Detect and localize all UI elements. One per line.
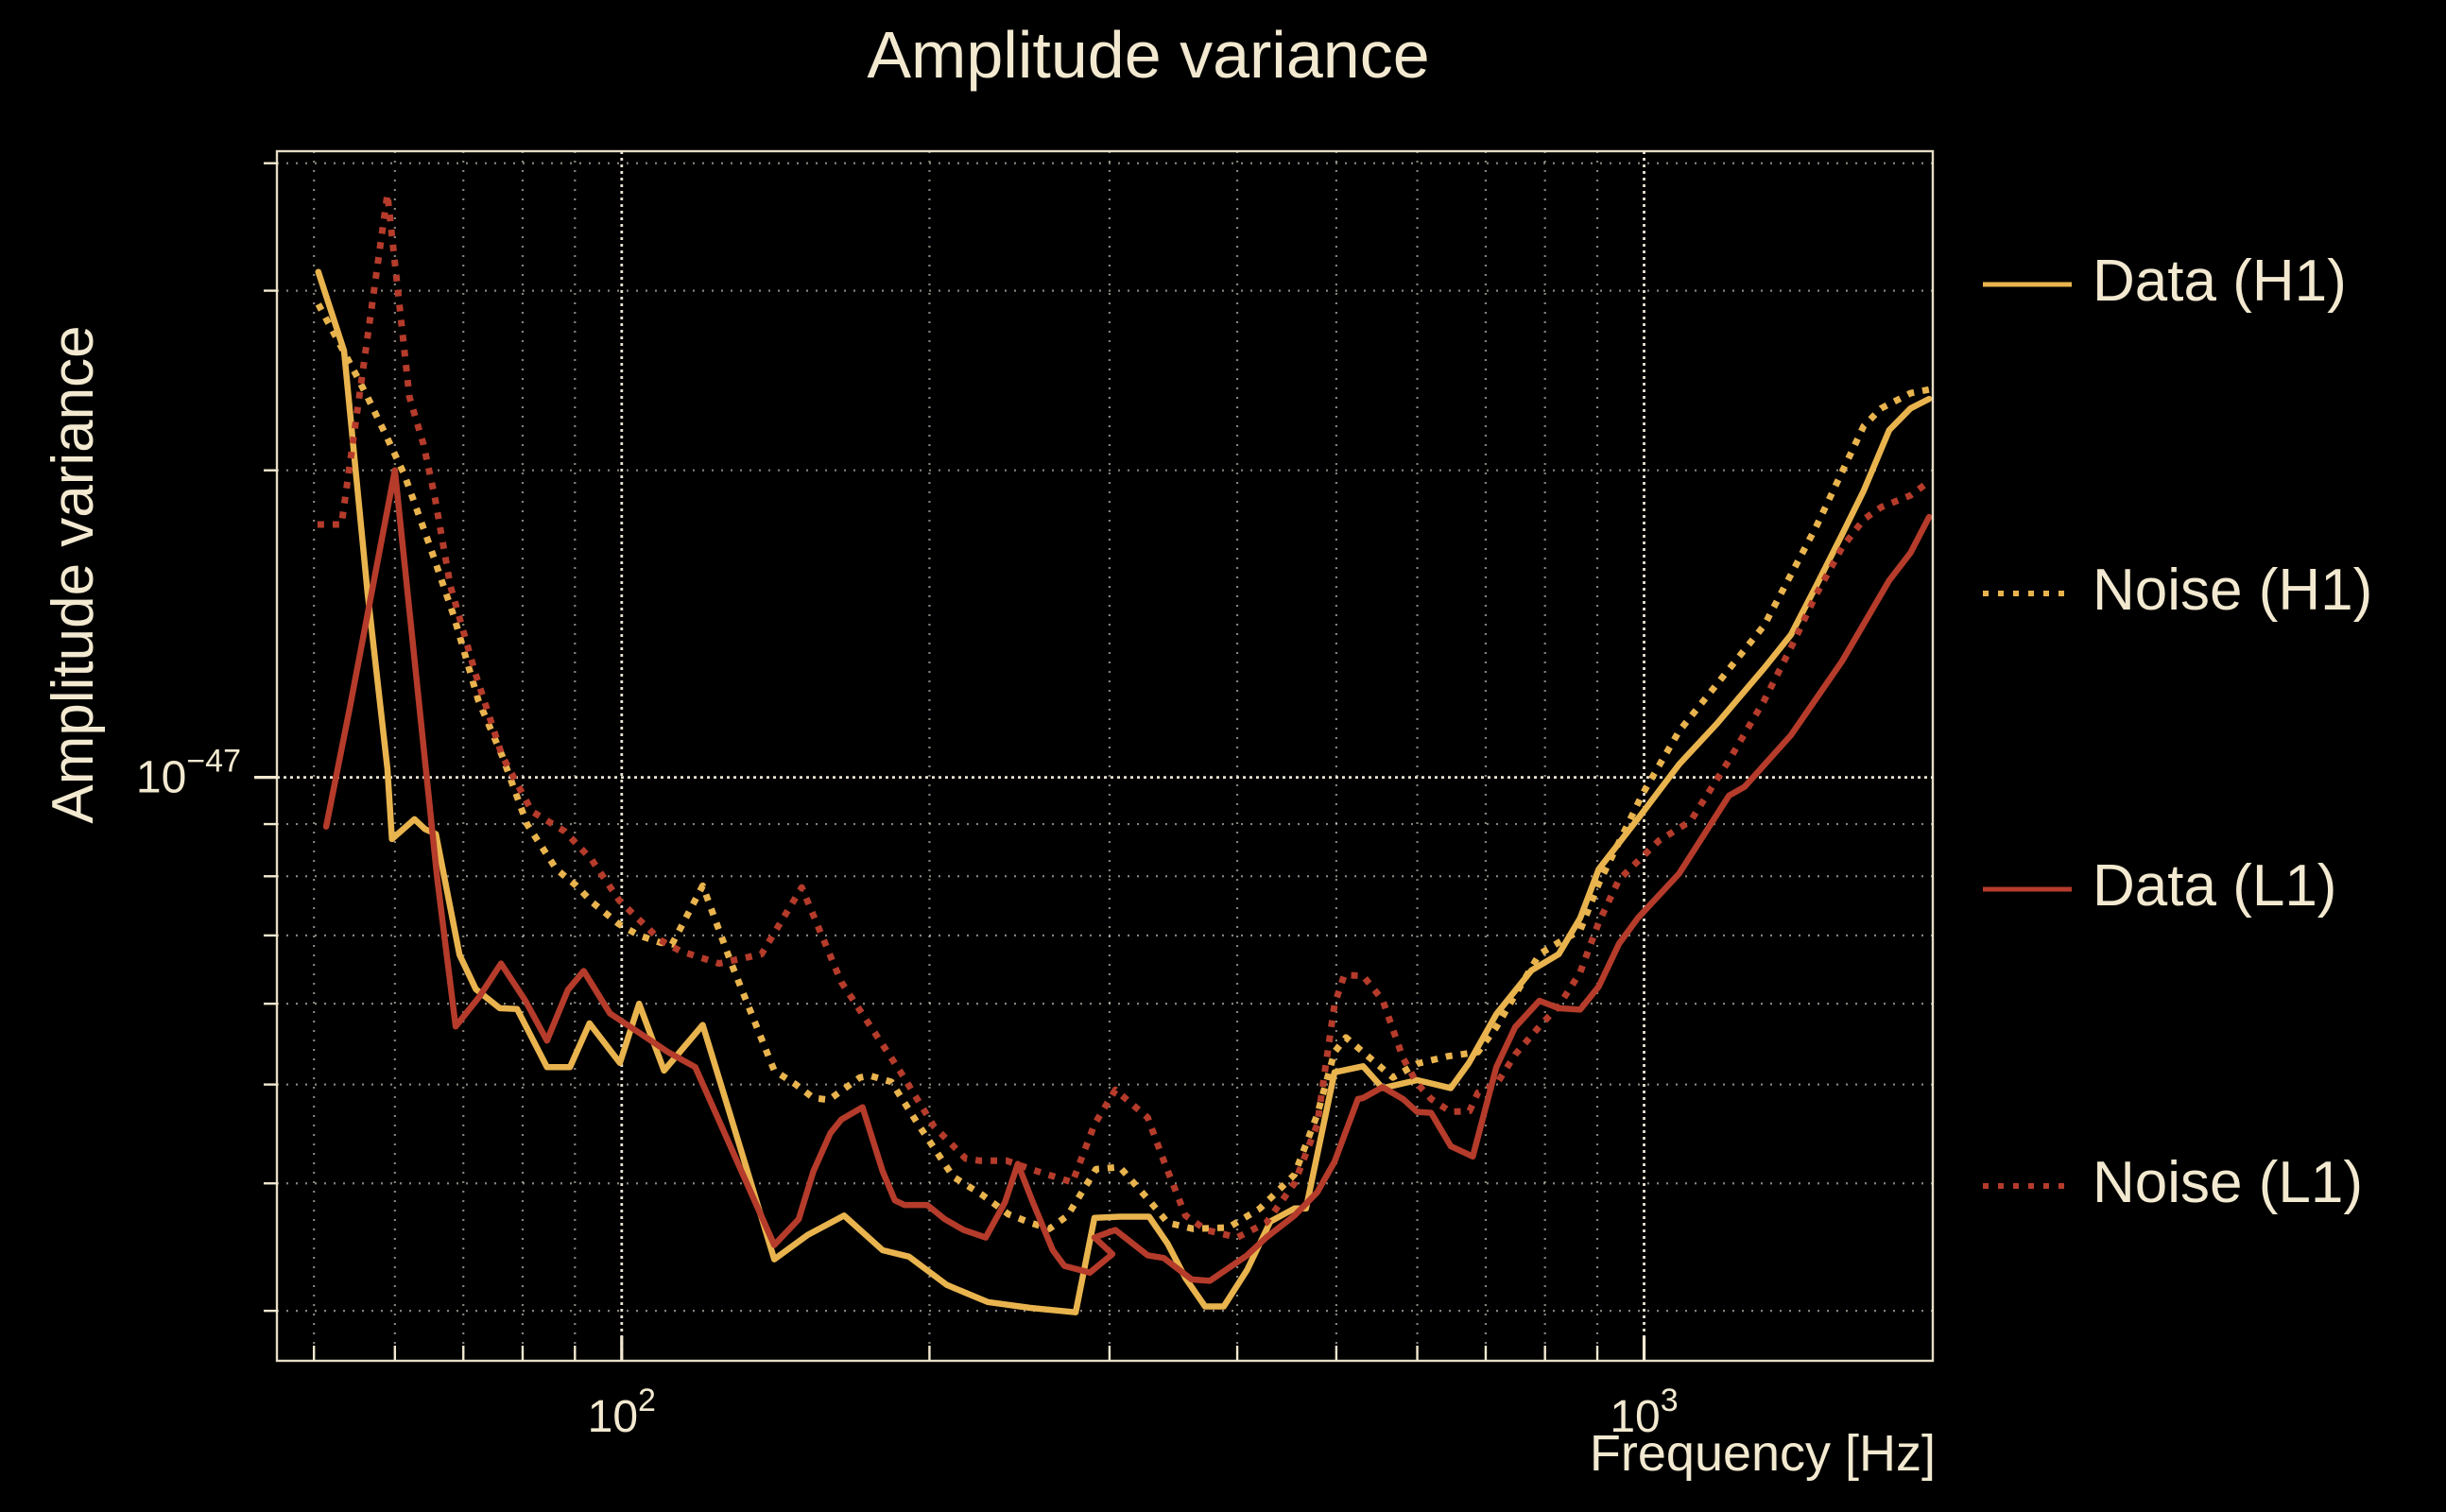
legend-item-noise-l1-: Noise (L1)	[1983, 1150, 2363, 1215]
series-line-noise-l1-	[317, 191, 1932, 1241]
legend-item-data-h1-: Data (H1)	[1983, 249, 2347, 314]
legend-item-noise-h1-: Noise (H1)	[1983, 558, 2372, 623]
series-line-data-h1-	[315, 268, 1933, 1315]
data-curves	[315, 191, 1933, 1315]
legend: Data (H1) Noise (H1) Data (L1) Noise (L1)	[1983, 249, 2372, 1215]
legend-label: Data (L1)	[2093, 853, 2336, 919]
legend-item-data-l1-: Data (L1)	[1983, 853, 2336, 919]
plot-border	[275, 149, 1935, 1363]
chart-title: Amplitude variance	[867, 18, 1429, 92]
y-axis-label: Amplitude variance	[41, 325, 106, 823]
x-tick-label: 103	[1610, 1383, 1678, 1442]
grid-lines	[277, 151, 1933, 1361]
series-line-noise-h1-	[315, 302, 1930, 1232]
legend-label: Data (H1)	[2093, 249, 2347, 314]
legend-label: Noise (L1)	[2093, 1150, 2363, 1215]
series-line-data-l1-	[322, 467, 1933, 1284]
y-tick-label: 10−47	[136, 744, 241, 803]
axes-spines-ticks	[254, 149, 1935, 1363]
tick-labels: 102 103 10−47	[136, 744, 1679, 1442]
x-tick-label: 102	[588, 1383, 656, 1442]
legend-label: Noise (H1)	[2093, 558, 2372, 623]
x-axis-label: Frequency [Hz]	[1590, 1425, 1936, 1482]
